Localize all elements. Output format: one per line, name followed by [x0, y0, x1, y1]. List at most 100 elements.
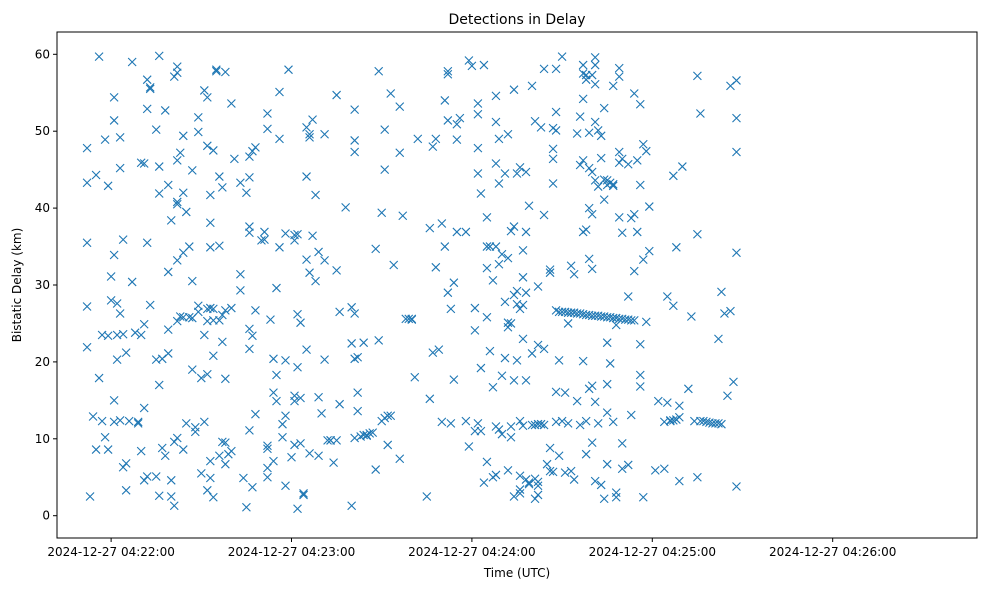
- data-point: [485, 346, 495, 356]
- data-point: [623, 292, 633, 301]
- data-point: [169, 501, 179, 511]
- data-point: [124, 416, 134, 426]
- data-point: [599, 494, 609, 504]
- data-point: [272, 370, 281, 380]
- data-point: [169, 72, 179, 81]
- data-point: [208, 351, 218, 361]
- data-point: [638, 139, 648, 149]
- data-point: [187, 365, 197, 374]
- data-point: [202, 141, 212, 151]
- data-point: [449, 375, 459, 384]
- data-point: [290, 440, 299, 450]
- data-point: [596, 153, 606, 163]
- data-point: [308, 115, 317, 125]
- data-point: [629, 209, 639, 219]
- data-point: [302, 345, 311, 354]
- data-point: [717, 419, 726, 429]
- data-point: [166, 216, 176, 225]
- data-point: [410, 372, 420, 382]
- chart-title: Detections in Delay: [448, 12, 585, 28]
- data-point: [407, 314, 417, 324]
- data-point: [193, 112, 203, 122]
- data-point: [473, 169, 483, 178]
- data-point: [395, 454, 405, 464]
- data-point: [560, 388, 570, 398]
- data-point: [160, 451, 170, 461]
- data-point: [482, 212, 492, 222]
- data-point: [214, 315, 224, 325]
- data-point: [106, 295, 116, 305]
- data-point: [377, 208, 387, 218]
- data-point: [347, 302, 357, 312]
- data-point: [533, 340, 543, 350]
- data-point: [506, 432, 516, 442]
- data-point: [190, 422, 200, 432]
- data-point: [314, 392, 323, 402]
- data-point: [214, 451, 224, 461]
- data-point: [674, 401, 684, 411]
- data-point: [518, 246, 528, 255]
- data-point: [632, 227, 642, 237]
- data-point: [260, 235, 269, 245]
- data-point: [242, 502, 251, 512]
- data-point: [693, 472, 702, 482]
- data-point: [557, 416, 567, 426]
- data-point: [617, 439, 627, 448]
- data-point: [515, 489, 525, 498]
- data-point: [614, 147, 624, 157]
- data-point: [554, 355, 564, 365]
- data-point: [626, 410, 636, 420]
- data-point: [332, 266, 341, 275]
- data-point: [196, 469, 206, 478]
- data-point: [172, 316, 182, 326]
- data-point: [425, 223, 435, 233]
- data-point: [732, 147, 741, 157]
- data-point: [139, 403, 149, 413]
- x-tick-label: 2024-12-27 04:22:00: [47, 545, 174, 559]
- data-point: [608, 417, 618, 427]
- data-point: [714, 334, 723, 344]
- data-point: [587, 70, 597, 80]
- data-point: [205, 242, 215, 252]
- data-point: [539, 64, 549, 74]
- data-point: [521, 167, 531, 177]
- data-point: [236, 178, 245, 188]
- data-point: [335, 399, 345, 409]
- data-point: [461, 416, 471, 426]
- data-point: [118, 462, 128, 472]
- data-point: [551, 387, 561, 397]
- data-point: [115, 132, 125, 142]
- data-point: [548, 467, 558, 477]
- data-point: [350, 105, 360, 115]
- data-point: [82, 342, 92, 352]
- data-point: [644, 202, 654, 211]
- data-point: [226, 303, 236, 313]
- data-point: [266, 315, 275, 324]
- data-point: [245, 222, 254, 231]
- data-point: [605, 359, 615, 368]
- data-point: [323, 435, 332, 445]
- data-point: [157, 443, 167, 453]
- data-point: [515, 485, 525, 494]
- data-point: [371, 465, 381, 474]
- data-point: [629, 89, 639, 98]
- data-point: [482, 242, 492, 251]
- data-point: [263, 441, 272, 451]
- data-point: [205, 473, 215, 483]
- data-point: [732, 482, 741, 491]
- data-point: [536, 122, 546, 132]
- data-point: [220, 374, 230, 384]
- data-point: [242, 188, 251, 198]
- data-point: [353, 406, 363, 416]
- data-point: [272, 283, 281, 293]
- data-point: [578, 156, 588, 165]
- data-point: [431, 134, 441, 144]
- data-point: [674, 476, 684, 486]
- data-point: [82, 238, 92, 248]
- data-point: [524, 201, 534, 211]
- data-point: [563, 319, 573, 328]
- data-point: [518, 334, 528, 344]
- data-point: [491, 91, 501, 101]
- data-point: [320, 355, 329, 364]
- data-point: [527, 349, 537, 358]
